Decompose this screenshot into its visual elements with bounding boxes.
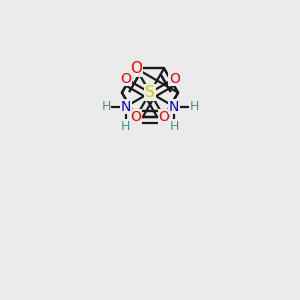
Text: O: O [169, 72, 180, 86]
Text: H: H [169, 120, 179, 133]
Text: H: H [189, 100, 199, 113]
Text: H: H [101, 100, 111, 113]
Text: S: S [145, 85, 155, 100]
Text: H: H [121, 120, 130, 133]
Text: N: N [121, 100, 131, 114]
Text: N: N [169, 100, 179, 114]
Text: O: O [130, 61, 142, 76]
Text: O: O [130, 110, 141, 124]
Text: S: S [145, 85, 155, 100]
Text: O: O [120, 72, 131, 86]
Text: O: O [159, 110, 170, 124]
